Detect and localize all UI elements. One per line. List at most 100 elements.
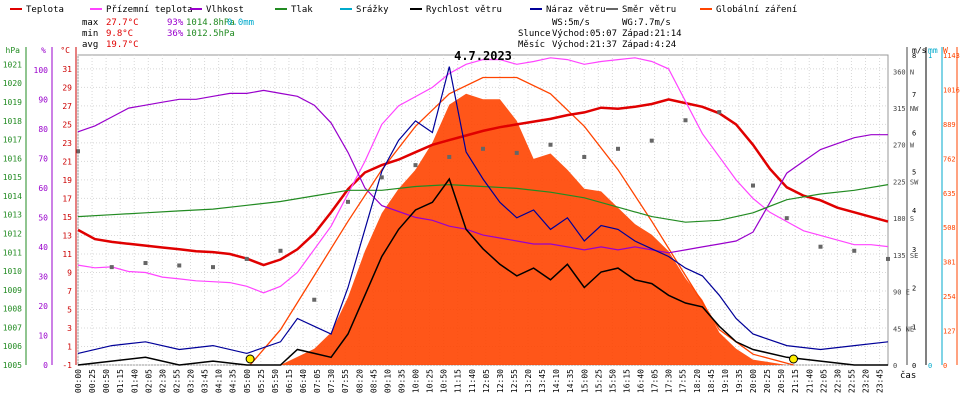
- radiation-tick-label: 1016: [943, 86, 960, 94]
- x-tick-label: 01:15: [116, 369, 125, 393]
- x-tick-label: 02:05: [144, 369, 153, 393]
- temperature-tick-label: 23: [62, 139, 72, 148]
- legend-label: Směr větru: [622, 5, 676, 15]
- pressure-tick-label: 1013: [3, 211, 22, 220]
- pressure-tick-label: 1011: [3, 248, 22, 257]
- wind-direction-point: [244, 256, 249, 261]
- moon-rise: Východ:21:37: [552, 40, 617, 50]
- sun-set: Západ:21:14: [622, 29, 682, 39]
- x-tick-label: 13:20: [524, 369, 533, 393]
- wind-direction-point: [582, 154, 587, 159]
- x-tick-label: 23:20: [862, 369, 871, 393]
- radiation-tick-label: 762: [943, 155, 956, 163]
- pressure-tick-label: 1005: [3, 361, 22, 370]
- wind_speed-tick-label: 4: [912, 207, 916, 215]
- wind_speed-axis-unit: m/s: [912, 46, 927, 55]
- x-tick-label: 04:35: [229, 369, 238, 393]
- pressure-tick-label: 1018: [3, 117, 22, 126]
- x-tick-label: 22:05: [819, 369, 828, 393]
- x-tick-label: 22:55: [847, 369, 856, 393]
- x-tick-label: 07:55: [341, 369, 350, 393]
- humidity-tick-label: 50: [38, 213, 48, 222]
- pressure-axis-unit: hPa: [6, 46, 21, 55]
- wind_speed-tick-label: 0: [912, 362, 916, 370]
- x-tick-label: 21:40: [805, 369, 814, 393]
- x-tick-label: 05:50: [271, 369, 280, 393]
- x-axis-label: čas: [900, 370, 916, 381]
- sun-label: Slunce: [518, 29, 551, 39]
- x-tick-label: 14:10: [552, 369, 561, 393]
- legend-label: Tlak: [291, 5, 313, 15]
- x-tick-label: 23:45: [876, 369, 885, 393]
- wind-direction-point: [852, 248, 857, 253]
- wind-direction-point: [346, 199, 350, 204]
- temperature-tick-label: 17: [62, 194, 72, 203]
- wind-direction-point: [784, 216, 789, 221]
- pressure-tick-label: 1020: [3, 79, 22, 88]
- stats-max-temp: 27.7°C: [106, 18, 139, 28]
- x-tick-label: 02:30: [158, 369, 167, 393]
- x-tick-label: 07:05: [313, 369, 322, 393]
- pressure-tick-label: 1019: [3, 98, 22, 107]
- temperature-tick-label: 25: [62, 120, 72, 129]
- legend-label: Náraz větru: [546, 5, 606, 15]
- clear-sky-curve: [249, 76, 794, 366]
- pressure-tick-label: 1006: [3, 342, 22, 351]
- x-tick-label: 00:25: [88, 369, 97, 393]
- wind_speed-tick-label: 8: [912, 52, 916, 60]
- temperature-tick-label: 5: [67, 305, 72, 314]
- sun-rise-marker: [245, 354, 255, 364]
- wind-direction-point: [548, 142, 553, 147]
- legend-label: Rychlost větru: [426, 5, 502, 15]
- wind_dir-tick-label: 360 N: [893, 68, 914, 76]
- radiation-tick-label: 254: [943, 293, 956, 301]
- wind_speed-tick-label: 3: [912, 246, 916, 254]
- x-tick-label: 19:35: [735, 369, 744, 393]
- wind-direction-point: [649, 138, 654, 143]
- rain-axis-unit: mm: [928, 46, 938, 55]
- x-tick-label: 02:55: [172, 369, 181, 393]
- x-tick-label: 10:50: [440, 369, 449, 393]
- wind-direction-point: [818, 244, 823, 249]
- wind_dir-tick-label: 180 S: [893, 215, 914, 223]
- radiation-tick-label: 0: [943, 362, 947, 370]
- wind-direction-point: [109, 265, 114, 270]
- series-lines: [76, 57, 890, 366]
- x-tick-label: 05:00: [243, 369, 252, 393]
- x-tick-label: 13:45: [538, 369, 547, 393]
- humidity-tick-label: 80: [38, 125, 48, 134]
- stats-avg-temp: 19.7°C: [106, 40, 139, 50]
- x-tick-label: 08:45: [369, 369, 378, 393]
- wind-direction-point: [143, 261, 148, 266]
- x-tick-label: 17:55: [679, 369, 688, 393]
- radiation-tick-label: 381: [943, 259, 956, 267]
- series-line-Přízemní teplota: [77, 57, 889, 294]
- radiation-tick-label: 889: [943, 121, 956, 129]
- temperature-tick-label: 15: [62, 213, 72, 222]
- x-tick-label: 15:00: [580, 369, 589, 393]
- humidity-tick-label: 100: [34, 66, 49, 75]
- x-tick-label: 04:10: [215, 369, 224, 393]
- x-tick-label: 01:40: [130, 369, 139, 393]
- stats-min-label: min: [82, 29, 98, 39]
- x-tick-label: 12:30: [496, 369, 505, 393]
- x-tick-label: 21:15: [791, 369, 800, 393]
- x-tick-label: 15:25: [594, 369, 603, 393]
- rain-tick-label: 1: [928, 52, 932, 60]
- wind-direction-point: [413, 163, 418, 168]
- series-line-Náraz větru: [77, 66, 889, 355]
- radiation-tick-label: 508: [943, 224, 956, 232]
- humidity-tick-label: 40: [38, 243, 48, 252]
- temperature-axis-unit: °C: [60, 46, 70, 55]
- x-tick-label: 00:50: [102, 369, 111, 393]
- x-tick-label: 12:55: [510, 369, 519, 393]
- legend-label: Globální záření: [716, 5, 797, 15]
- wind_speed-tick-label: 5: [912, 168, 916, 176]
- stats-max-rain: 0.0mm: [227, 18, 254, 28]
- temperature-tick-label: 9: [67, 268, 72, 277]
- wind-direction-point: [278, 248, 283, 253]
- wind-direction-point: [751, 183, 755, 188]
- sun-rise: Východ:05:07: [552, 29, 617, 39]
- legend-label: Srážky: [356, 5, 389, 15]
- x-tick-label: 03:20: [187, 369, 196, 393]
